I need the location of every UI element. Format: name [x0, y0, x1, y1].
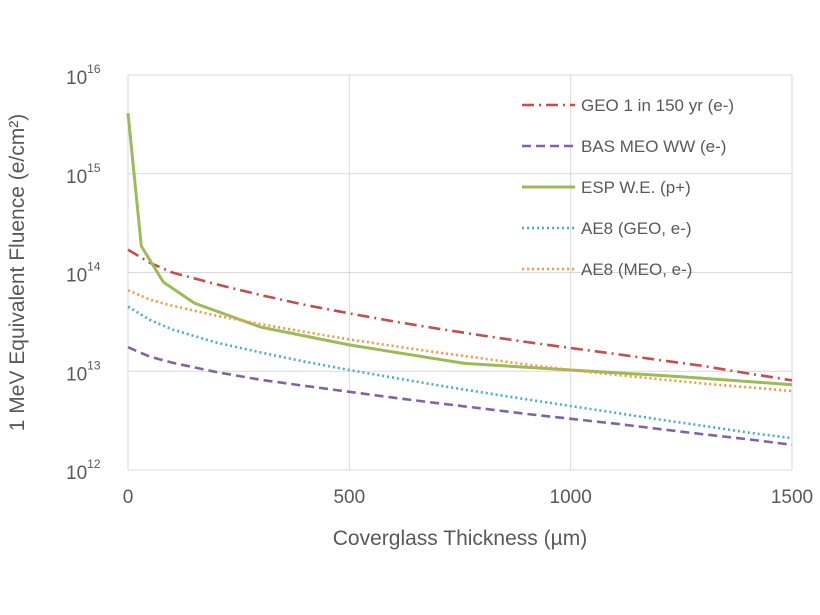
legend: GEO 1 in 150 yr (e-) BAS MEO WW (e-) ESP W… [522, 96, 734, 279]
series-line-2 [127, 346, 793, 447]
legend-label-5: AE8 (MEO, e-) [581, 260, 692, 279]
x-tick-label: 1000 [550, 487, 592, 508]
series-line-5 [127, 289, 793, 393]
legend-label-2: BAS MEO WW (e-) [581, 137, 726, 156]
x-tick-labels: 0 500 1000 1500 [123, 487, 813, 508]
y-tick-label: 1015 [66, 161, 101, 188]
y-tick-label: 1013 [66, 358, 101, 385]
y-axis-title: 1 MeV Equivalent Fluence (e/cm²) [6, 114, 29, 431]
x-tick-label: 0 [123, 487, 134, 508]
x-tick-label: 500 [333, 487, 365, 508]
legend-label-3: ESP W.E. (p+) [581, 178, 691, 197]
y-tick-labels: 1012 1013 1014 1015 1016 [66, 62, 101, 484]
legend-label-1: GEO 1 in 150 yr (e-) [581, 96, 734, 115]
x-tick-label: 1500 [771, 487, 813, 508]
y-tick-label: 1012 [66, 457, 101, 484]
x-axis-title: Coverglass Thickness (µm) [333, 527, 587, 550]
series-line-3 [126, 113, 793, 387]
series-layer [126, 113, 793, 447]
y-tick-label: 1016 [66, 62, 101, 89]
series-line-4 [127, 305, 793, 440]
y-tick-label: 1014 [66, 260, 101, 287]
legend-label-4: AE8 (GEO, e-) [581, 219, 692, 238]
series-line-1 [127, 248, 793, 382]
grid-lines [127, 74, 793, 471]
